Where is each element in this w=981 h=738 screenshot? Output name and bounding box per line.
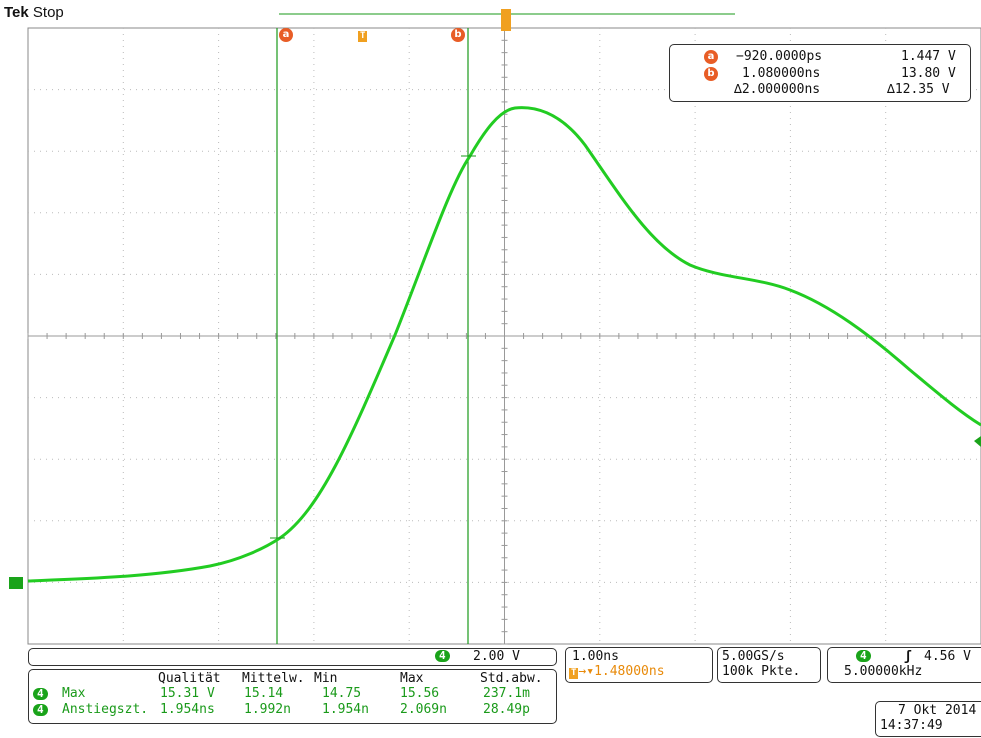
- brand-logo: Tek: [4, 4, 29, 21]
- meas-cell: 1.954n: [322, 702, 369, 717]
- cursor-a-badge: a: [704, 50, 718, 64]
- meas-header-quality: Qualität: [158, 671, 221, 686]
- cursor-readout-panel: a −920.0000ps 1.447 V b 1.080000ns 13.80…: [669, 44, 971, 102]
- meas-row-name: Anstiegszt.: [62, 702, 149, 717]
- measurements-panel: Qualität Mittelw. Min Max Std.abw. 4 Max…: [28, 669, 557, 724]
- cursor-b-volt: 13.80 V: [901, 66, 956, 81]
- channel-scale-bar[interactable]: 4 2.00 V: [28, 648, 557, 666]
- cursor-b-badge: b: [704, 67, 718, 81]
- meas-row-channel-badge: 4: [33, 688, 48, 700]
- cursor-a-volt: 1.447 V: [901, 49, 956, 64]
- meas-cell: 15.56: [400, 686, 440, 701]
- trigger-level: 4.56 V: [924, 649, 971, 664]
- meas-row-channel-badge: 4: [33, 704, 48, 716]
- meas-cell: 2.069n: [400, 702, 447, 717]
- datetime-panel: 7 Okt 2014 14:37:49: [875, 701, 981, 737]
- meas-cell: 15.14: [244, 686, 284, 701]
- date: 7 Okt 2014: [898, 703, 977, 718]
- channel-badge: 4: [435, 650, 450, 662]
- meas-header-stddev: Std.abw.: [480, 671, 543, 686]
- trigger-slope-icon: ʃ: [904, 649, 912, 664]
- meas-header-mean: Mittelw.: [242, 671, 305, 686]
- trigger-channel-badge: 4: [856, 650, 871, 662]
- cursor-delta-time: ∆2.000000ns: [734, 82, 821, 97]
- meas-cell: 14.75: [322, 686, 362, 701]
- cursor-b-marker[interactable]: b: [451, 28, 465, 42]
- sample-rate: 5.00GS/s: [722, 649, 785, 664]
- trigger-position-icon: T: [569, 668, 579, 679]
- meas-cell: 1.992n: [244, 702, 291, 717]
- meas-header-max: Max: [400, 671, 424, 686]
- channel-4-trace: [27, 106, 981, 583]
- trigger-position-marker[interactable]: [501, 9, 511, 31]
- acquisition-panel[interactable]: 5.00GS/s 100k Pkte.: [717, 647, 821, 683]
- acquisition-status: Stop: [32, 4, 64, 21]
- ground-marker[interactable]: [9, 577, 23, 589]
- cursor-a-marker[interactable]: a: [279, 28, 293, 42]
- vertical-scale: 2.00 V: [473, 649, 520, 664]
- meas-row-name: Max: [62, 686, 86, 701]
- timebase-panel[interactable]: 1.00ns T →▾1.48000ns: [565, 647, 713, 683]
- trigger-arrow-icon: →▾: [578, 664, 595, 679]
- cursor-delta-volt: ∆12.35 V: [887, 82, 950, 97]
- trigger-panel[interactable]: 4 ʃ 4.56 V 5.00000kHz: [827, 647, 981, 683]
- graticule: [27, 27, 981, 645]
- record-length: 100k Pkte.: [722, 664, 801, 679]
- meas-header-min: Min: [314, 671, 338, 686]
- trigger-level-marker[interactable]: [974, 436, 981, 447]
- trigger-frequency: 5.00000kHz: [844, 664, 923, 679]
- trigger-marker-icon: T: [358, 31, 368, 42]
- meas-cell: 237.1m: [483, 686, 530, 701]
- cursor-a-time: −920.0000ps: [736, 49, 823, 64]
- scope-brand: Tek Stop: [4, 4, 64, 21]
- meas-cell: 15.31 V: [160, 686, 215, 701]
- meas-cell: 28.49p: [483, 702, 530, 717]
- time: 14:37:49: [880, 718, 943, 733]
- meas-cell: 1.954ns: [160, 702, 215, 717]
- horizontal-scale: 1.00ns: [572, 649, 619, 664]
- trigger-position-value: 1.48000ns: [594, 664, 665, 679]
- cursor-b-time: 1.080000ns: [742, 66, 821, 81]
